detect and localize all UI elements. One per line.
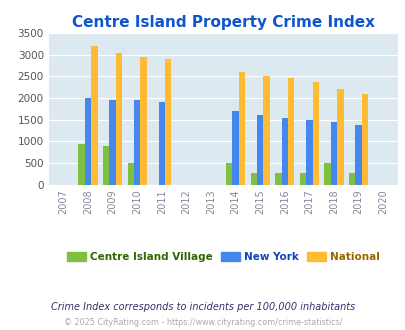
Bar [250,173,256,185]
Bar [232,111,238,185]
Bar [281,117,287,185]
Text: Crime Index corresponds to incidents per 100,000 inhabitants: Crime Index corresponds to incidents per… [51,302,354,312]
Text: © 2025 CityRating.com - https://www.cityrating.com/crime-statistics/: © 2025 CityRating.com - https://www.city… [64,318,341,327]
Bar [256,115,263,185]
Bar [109,100,115,185]
Bar [78,144,85,185]
Bar [275,173,281,185]
Legend: Centre Island Village, New York, National: Centre Island Village, New York, Nationa… [62,248,383,266]
Bar [299,173,305,185]
Bar [354,125,361,185]
Bar [238,72,245,185]
Bar [336,89,343,185]
Bar [361,94,367,185]
Bar [115,53,122,185]
Bar [103,146,109,185]
Bar [134,100,140,185]
Title: Centre Island Property Crime Index: Centre Island Property Crime Index [72,16,374,30]
Bar [85,98,91,185]
Bar [287,78,294,185]
Bar [263,76,269,185]
Bar [226,163,232,185]
Bar [330,122,336,185]
Bar [305,120,312,185]
Bar [348,173,354,185]
Bar [91,46,98,185]
Bar [164,59,171,185]
Bar [158,102,164,185]
Bar [312,82,318,185]
Bar [324,163,330,185]
Bar [127,163,134,185]
Bar [140,57,147,185]
